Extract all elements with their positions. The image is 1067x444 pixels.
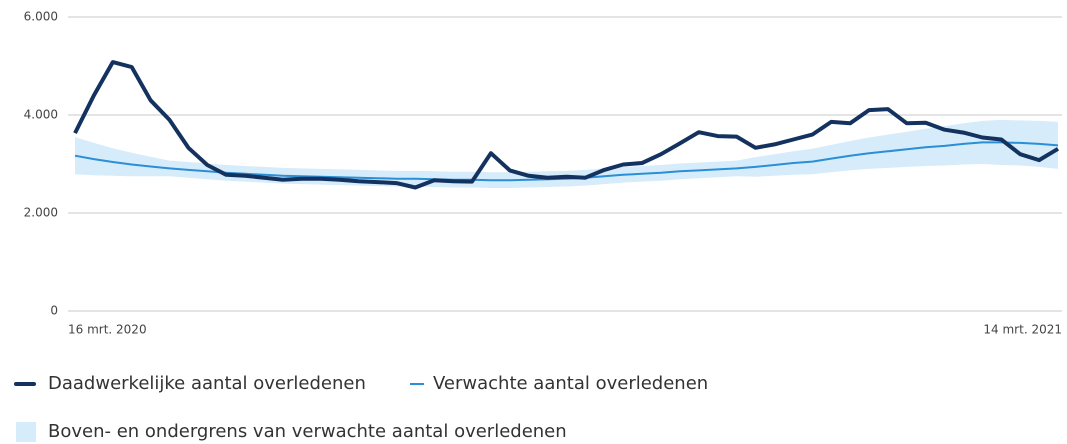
legend-label: Daadwerkelijke aantal overledenen [48, 373, 366, 394]
legend-label: Verwachte aantal overledenen [433, 373, 708, 394]
legend-label: Boven- en ondergrens van verwachte aanta… [48, 421, 567, 442]
band-area [75, 119, 1058, 188]
y-tick-label: 2.000 [24, 206, 58, 220]
y-tick-label: 6.000 [24, 10, 58, 24]
x-tick-label: 16 mrt. 2020 [68, 323, 147, 337]
y-tick-label: 4.000 [24, 108, 58, 122]
y-tick-label: 0 [50, 304, 58, 318]
series-line [73, 60, 1060, 190]
x-tick-label: 14 mrt. 2021 [983, 323, 1062, 337]
legend-swatch [16, 422, 36, 442]
